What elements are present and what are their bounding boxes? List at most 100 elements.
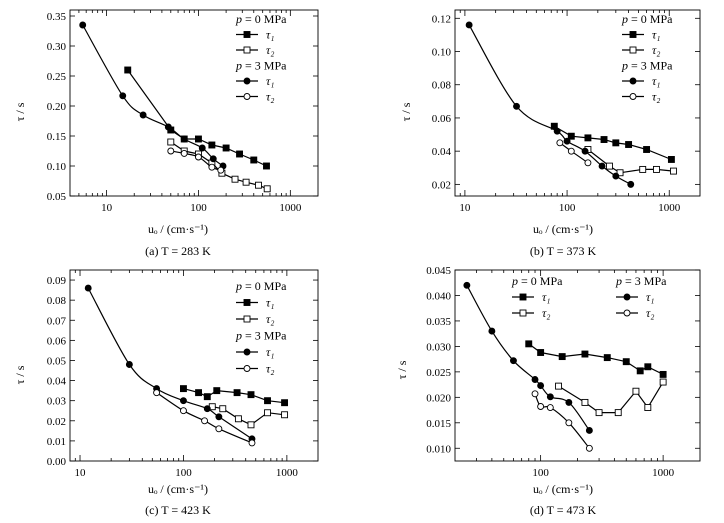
data-point: [281, 411, 289, 419]
y-tick-label: 0.04: [47, 376, 67, 388]
legend-label: τ₁: [266, 296, 274, 310]
legend-label: τ₁: [266, 345, 274, 359]
panel-c-plot: 0.00 0.01 0.02 0.03 0.04 0.05 0.06 0.07 0.08 0.09…: [47, 269, 319, 479]
data-point: [263, 162, 270, 170]
data-point: [208, 163, 216, 171]
data-point: [546, 393, 554, 401]
legend-title: p = 0 MPa: [621, 12, 673, 26]
y-tick-label: 0.05: [47, 355, 67, 367]
series-line-3: [468, 24, 632, 185]
legend-title: p = 0 MPa: [511, 274, 563, 288]
y-tick-label: 0.015: [426, 418, 451, 430]
data-point: [555, 382, 562, 390]
y-tick-label: 0.030: [426, 341, 451, 353]
y-tick-label: 0.03: [47, 396, 67, 408]
legend-marker: [623, 309, 631, 317]
y-tick-label: 0.06: [47, 335, 67, 347]
panel-c-ylabel: τ / s: [13, 365, 27, 384]
data-point: [219, 405, 227, 413]
y-tick-label: 0.08: [47, 295, 67, 307]
legend-label: τ₂: [266, 362, 274, 376]
panel-a-ylabel: τ / s: [13, 102, 27, 121]
data-point: [180, 135, 188, 143]
data-point: [525, 340, 533, 348]
panel-b-ylabel: τ / s: [399, 102, 413, 121]
panel-d-caption: (d) T = 473 K: [530, 503, 597, 517]
plot-frame: [69, 9, 319, 197]
data-point: [659, 378, 667, 386]
y-tick-label: 0.25: [47, 71, 67, 83]
legend-marker: [243, 46, 251, 54]
data-point: [531, 390, 539, 398]
legend-title: p = 0 MPa: [235, 12, 287, 26]
data-point: [195, 135, 202, 143]
y-tick-label: 0.08: [432, 80, 452, 92]
y-tick-label: 0.10: [47, 161, 67, 173]
x-tick-label: 10: [101, 202, 113, 214]
legend-label: τ₂: [266, 43, 274, 57]
data-point: [537, 403, 545, 410]
legend-label: τ₂: [652, 90, 660, 104]
panel-a: 0.05 0.10 0.15 0.20 0.25 0.30 0.35 10 100 1000 p =…: [13, 9, 319, 258]
x-tick-label: 1000: [279, 202, 302, 214]
panel-d: 0.010 0.015 0.020 0.025 0.030 0.035 0.040 0.045…: [395, 265, 701, 517]
data-point: [488, 327, 496, 335]
data-point: [222, 144, 230, 152]
x-tick-label: 1000: [652, 467, 675, 479]
panel-d-plot: 0.010 0.015 0.020 0.025 0.030 0.035 0.040 0.045…: [426, 265, 701, 479]
y-tick-label: 0.040: [426, 290, 451, 302]
panel-a-caption: (a) T = 283 K: [145, 244, 211, 258]
data-point: [546, 404, 554, 411]
y-tick-label: 0.06: [432, 113, 452, 125]
y-tick-label: 0.20: [47, 101, 67, 113]
data-point: [584, 134, 592, 142]
data-point: [234, 415, 242, 423]
x-tick-label: 100: [559, 202, 576, 214]
panel-b-plot: 0.02 0.04 0.06 0.08 0.10 0.12 10 100 1000 p = 0 M…: [432, 9, 701, 214]
data-point: [201, 417, 209, 425]
panel-b-caption: (b) T = 373 K: [530, 244, 597, 258]
data-point: [632, 387, 640, 395]
legend-marker: [243, 348, 251, 356]
data-point: [667, 156, 675, 163]
legend-marker: [243, 93, 251, 100]
legend-marker: [243, 365, 251, 372]
y-tick-label: 0.010: [426, 443, 451, 455]
y-tick-label: 0.12: [432, 13, 451, 25]
data-point: [553, 127, 561, 135]
legend-label: τ₁: [266, 74, 274, 88]
series-line-3: [87, 287, 253, 440]
x-tick-label: 1000: [276, 467, 299, 479]
data-point: [581, 147, 589, 155]
data-point: [213, 387, 221, 395]
data-point: [153, 389, 161, 397]
series-line-4: [534, 393, 590, 449]
legend-label: τ₁: [652, 74, 660, 88]
data-point: [215, 413, 223, 421]
data-point: [644, 363, 652, 371]
data-point: [622, 358, 630, 366]
data-point: [250, 156, 258, 164]
y-tick-label: 0.09: [47, 275, 67, 287]
x-tick-label: 100: [532, 467, 549, 479]
y-tick-label: 0.04: [432, 146, 452, 158]
data-point: [179, 397, 187, 405]
data-point: [215, 425, 223, 433]
legend-marker: [243, 315, 251, 323]
data-point: [584, 159, 592, 167]
legend-marker: [243, 299, 251, 306]
data-point: [565, 419, 573, 427]
legend-marker: [629, 46, 637, 54]
data-point: [537, 382, 545, 390]
y-tick-label: 0.045: [426, 265, 451, 277]
data-point: [167, 147, 175, 155]
data-point: [625, 141, 633, 148]
legend-title: p = 3 MPa: [615, 274, 667, 288]
data-point: [247, 391, 255, 399]
y-tick-label: 0.035: [426, 316, 451, 328]
legend-label: τ₁: [266, 28, 274, 42]
legend-title: p = 3 MPa: [621, 59, 673, 73]
data-point: [242, 178, 250, 186]
legend-label: τ₂: [542, 306, 550, 320]
data-point: [203, 393, 211, 401]
